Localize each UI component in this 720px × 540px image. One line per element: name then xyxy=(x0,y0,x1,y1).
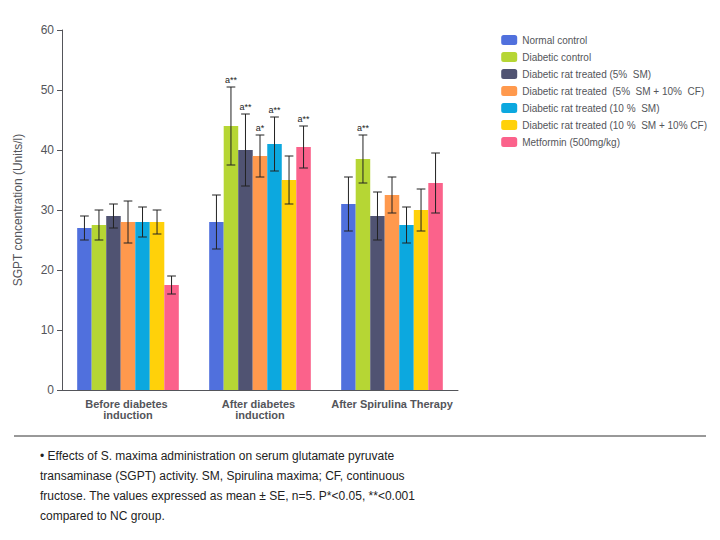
svg-text:a*: a* xyxy=(256,123,265,133)
svg-text:induction: induction xyxy=(235,409,285,421)
svg-text:SGPT concentration (Units/l): SGPT concentration (Units/l) xyxy=(11,134,25,287)
svg-text:a**: a** xyxy=(225,75,238,85)
svg-text:Metformin (500mg/kg): Metformin (500mg/kg) xyxy=(522,137,620,148)
svg-text:induction: induction xyxy=(103,409,153,421)
svg-text:a**: a** xyxy=(269,105,282,115)
svg-text:Diabetic rat treated (10 % SM: Diabetic rat treated (10 % SM) xyxy=(522,103,659,114)
svg-text:0: 0 xyxy=(47,383,54,397)
svg-text:Diabetic control: Diabetic control xyxy=(522,52,591,63)
svg-text:After Spirulina Therapy: After Spirulina Therapy xyxy=(331,398,454,410)
svg-text:Normal control: Normal control xyxy=(522,35,587,46)
svg-text:Diabetic rat treated (10 % SM: Diabetic rat treated (10 % SM + 10% CF) xyxy=(522,120,707,131)
svg-text:• Effects of S. maxima adminis: • Effects of S. maxima administration on… xyxy=(40,449,394,463)
svg-text:50: 50 xyxy=(41,83,55,97)
svg-text:a**: a** xyxy=(357,123,370,133)
svg-text:Before diabetes: Before diabetes xyxy=(85,397,171,410)
svg-text:Diabetic rat treated (5% SM): Diabetic rat treated (5% SM) xyxy=(522,69,651,80)
svg-text:Diabetic rat treated (5% SM: Diabetic rat treated (5% SM + 10% CF) xyxy=(522,86,704,97)
svg-text:transaminase (SGPT) activity.: transaminase (SGPT) activity. SM, Spirul… xyxy=(40,469,405,483)
svg-text:40: 40 xyxy=(41,143,55,157)
svg-text:10: 10 xyxy=(41,323,55,337)
svg-text:30: 30 xyxy=(41,203,55,217)
svg-text:compared to NC group.: compared to NC group. xyxy=(40,509,165,523)
svg-text:20: 20 xyxy=(41,263,55,277)
svg-text:fructose. The values expressed: fructose. The values expressed as mean ±… xyxy=(40,489,415,503)
svg-text:a**: a** xyxy=(239,102,252,112)
svg-text:a**: a** xyxy=(298,114,311,124)
svg-text:60: 60 xyxy=(41,23,55,37)
svg-text:After diabetes: After diabetes xyxy=(221,397,299,410)
